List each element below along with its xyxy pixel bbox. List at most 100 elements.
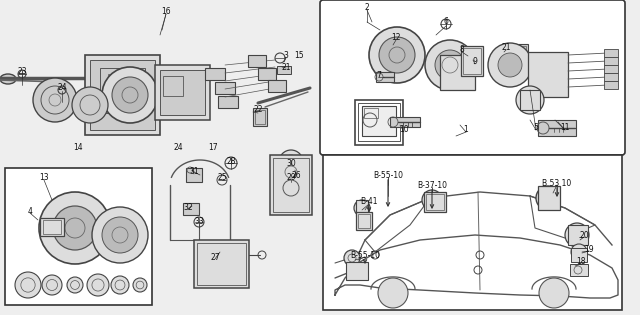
Circle shape [369, 27, 425, 83]
Bar [183, 203, 199, 215]
Bar [604, 81, 618, 89]
Bar [255, 110, 265, 124]
Circle shape [33, 78, 77, 122]
Bar [571, 248, 587, 262]
Text: 5: 5 [534, 123, 538, 133]
Circle shape [39, 192, 111, 264]
Bar [356, 212, 372, 230]
Text: 24: 24 [57, 83, 67, 93]
Text: 29: 29 [286, 174, 296, 182]
Bar [155, 65, 210, 120]
Bar [194, 240, 249, 288]
Bar [248, 55, 266, 67]
Bar [461, 46, 483, 76]
Circle shape [67, 277, 83, 293]
Circle shape [344, 250, 360, 266]
Bar [186, 168, 202, 182]
Text: 25: 25 [217, 174, 227, 182]
Circle shape [571, 244, 587, 260]
Bar [604, 49, 618, 57]
Bar [5, 168, 152, 305]
Bar [463, 48, 481, 74]
Circle shape [565, 223, 589, 247]
Text: 28: 28 [227, 158, 236, 167]
Text: 6: 6 [444, 18, 449, 26]
Circle shape [354, 200, 370, 216]
Bar [356, 200, 368, 216]
Text: 11: 11 [560, 123, 570, 133]
Bar [502, 44, 528, 62]
Circle shape [516, 86, 544, 114]
Bar [277, 66, 291, 74]
Bar [538, 120, 576, 136]
Circle shape [279, 150, 303, 174]
Text: 18: 18 [576, 257, 586, 266]
Text: 24: 24 [173, 144, 183, 152]
Text: 13: 13 [39, 174, 49, 182]
Text: 7: 7 [376, 71, 381, 79]
Bar [253, 108, 267, 126]
Bar [258, 68, 276, 80]
Bar [604, 57, 618, 65]
Text: 33: 33 [194, 217, 204, 226]
Circle shape [102, 67, 158, 123]
Bar [108, 74, 136, 104]
Ellipse shape [0, 74, 16, 84]
Text: B 53 10: B 53 10 [542, 179, 572, 187]
Circle shape [112, 77, 148, 113]
Bar [504, 46, 526, 60]
FancyBboxPatch shape [320, 0, 625, 155]
Bar [364, 108, 378, 118]
Bar [520, 90, 540, 110]
Bar [538, 186, 560, 210]
Text: 23: 23 [17, 67, 27, 77]
Bar [528, 52, 568, 97]
Text: 21: 21 [501, 43, 511, 53]
Text: 26: 26 [291, 170, 301, 180]
Bar [268, 80, 286, 92]
Text: B-37-10: B-37-10 [417, 180, 447, 190]
Circle shape [282, 169, 300, 187]
Bar [570, 264, 588, 276]
Text: 27: 27 [210, 253, 220, 261]
Text: 1: 1 [463, 125, 468, 135]
Text: 31: 31 [189, 168, 199, 176]
Text: 10: 10 [399, 125, 409, 135]
Text: 21: 21 [281, 64, 291, 72]
Bar [568, 225, 588, 245]
Circle shape [536, 186, 560, 210]
Bar [358, 103, 400, 141]
Text: 12: 12 [391, 33, 401, 43]
Text: 20: 20 [579, 231, 589, 239]
Bar [604, 65, 618, 73]
Circle shape [53, 206, 97, 250]
Text: 8: 8 [460, 45, 465, 54]
Circle shape [425, 40, 475, 90]
Circle shape [72, 87, 108, 123]
Circle shape [435, 50, 465, 80]
Bar [197, 243, 246, 285]
Bar [376, 72, 394, 82]
Circle shape [111, 276, 129, 294]
Bar [85, 55, 160, 135]
Text: B-41: B-41 [360, 198, 378, 207]
Text: 4: 4 [28, 207, 33, 215]
Text: B-55-10: B-55-10 [350, 250, 380, 260]
Bar [43, 220, 61, 234]
Bar [426, 194, 444, 210]
Text: 2: 2 [365, 3, 369, 13]
Bar [90, 60, 155, 130]
Text: 32: 32 [183, 203, 193, 211]
Circle shape [15, 272, 41, 298]
Text: 15: 15 [294, 50, 304, 60]
Text: 17: 17 [208, 144, 218, 152]
Text: 9: 9 [472, 58, 477, 66]
Bar [100, 68, 145, 113]
Bar [440, 55, 475, 90]
Text: 22: 22 [253, 106, 263, 114]
Bar [358, 214, 370, 228]
Circle shape [87, 274, 109, 296]
Bar [390, 117, 420, 127]
Circle shape [422, 190, 442, 210]
Text: 19: 19 [584, 244, 594, 254]
